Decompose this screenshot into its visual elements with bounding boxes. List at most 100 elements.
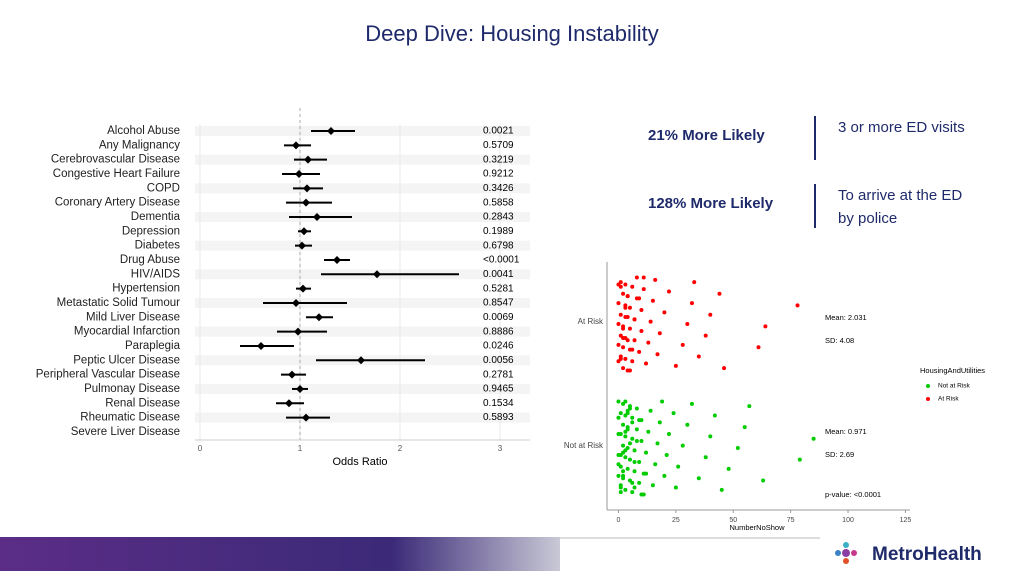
legend-swatch (926, 397, 930, 401)
row-stripe (195, 183, 530, 194)
point (618, 490, 623, 495)
row-stripe (195, 326, 530, 337)
estimate-point (302, 413, 310, 422)
x-tick-label: 75 (787, 517, 795, 524)
point (630, 420, 635, 425)
point (811, 436, 816, 441)
row-stripe (195, 211, 530, 222)
point (664, 452, 669, 457)
row-label: Metastatic Solid Tumour (57, 297, 181, 309)
point (632, 448, 637, 453)
annotation: SD: 4.08 (825, 336, 854, 345)
point (653, 462, 658, 467)
callout-stat: 21% More Likely (648, 127, 765, 144)
point (632, 317, 637, 322)
p-value: 0.8547 (483, 298, 514, 309)
annotation: p-value: <0.0001 (825, 490, 881, 499)
estimate-point (302, 198, 310, 207)
row-label: Peptic Ulcer Disease (73, 354, 180, 366)
row-label: Drug Abuse (120, 254, 180, 266)
point (621, 422, 626, 427)
row-label: Cerebrovascular Disease (51, 154, 180, 166)
p-value: 0.5281 (483, 283, 514, 294)
point (627, 305, 632, 310)
point (756, 345, 761, 350)
callout-text: by police (838, 210, 897, 227)
point (655, 441, 660, 446)
point (634, 275, 639, 280)
point (618, 284, 623, 289)
estimate-point (292, 141, 300, 150)
p-value: 0.2781 (483, 369, 514, 380)
x-axis-label: NumberNoShow (729, 523, 785, 532)
x-tick-label: 0 (198, 444, 203, 453)
point (637, 418, 642, 423)
estimate-point (373, 270, 381, 279)
point (680, 443, 685, 448)
estimate-point (304, 155, 312, 164)
point (637, 480, 642, 485)
point (742, 425, 747, 430)
point (623, 455, 628, 460)
point (696, 476, 701, 481)
point (655, 352, 660, 357)
point (689, 401, 694, 406)
point (735, 446, 740, 450)
row-label: Any Malignancy (99, 139, 180, 151)
estimate-point (298, 241, 306, 250)
point (641, 275, 646, 280)
p-value: 0.6798 (483, 240, 514, 251)
point (630, 490, 635, 495)
point (637, 459, 642, 464)
point (616, 432, 621, 437)
point (621, 469, 626, 474)
point (632, 338, 637, 343)
point (662, 310, 667, 315)
point (726, 466, 731, 471)
x-axis-label: Odds Ratio (332, 456, 387, 468)
point (673, 485, 678, 490)
callout-text: 3 or more ED visits (838, 119, 965, 136)
point (639, 308, 644, 313)
point (648, 408, 653, 413)
row-label: Rheumatic Disease (80, 412, 180, 424)
estimate-point (285, 399, 293, 408)
p-value: 0.2843 (483, 212, 514, 223)
point (630, 480, 635, 485)
row-stripe (195, 240, 530, 251)
row-label: COPD (147, 182, 180, 194)
row-label: Depression (122, 225, 180, 237)
point (685, 422, 690, 427)
estimate-point (315, 313, 323, 322)
point (616, 473, 621, 478)
row-label: Paraplegia (125, 340, 181, 352)
estimate-point (294, 327, 302, 336)
x-tick-label: 125 (900, 517, 912, 524)
y-tick-label: Not at Risk (564, 441, 604, 450)
point (657, 331, 662, 336)
point (634, 439, 639, 444)
point (623, 282, 628, 287)
estimate-point (299, 284, 307, 293)
point (650, 298, 655, 303)
point (618, 312, 623, 317)
point (621, 366, 626, 371)
point (625, 294, 630, 299)
point (662, 473, 667, 478)
annotation: Mean: 2.031 (825, 313, 867, 322)
callout-stat: 128% More Likely (648, 195, 774, 212)
point (632, 469, 637, 474)
point (627, 326, 632, 331)
estimate-point (295, 169, 303, 178)
point (623, 429, 628, 434)
estimate-point (303, 184, 311, 193)
row-stripe (195, 297, 530, 308)
point (623, 315, 628, 320)
point (625, 338, 630, 343)
point (719, 487, 724, 492)
point (621, 443, 626, 448)
callout-text: To arrive at the ED (838, 187, 962, 204)
point (621, 291, 626, 296)
row-label: Mild Liver Disease (86, 311, 180, 323)
estimate-point (357, 356, 365, 365)
